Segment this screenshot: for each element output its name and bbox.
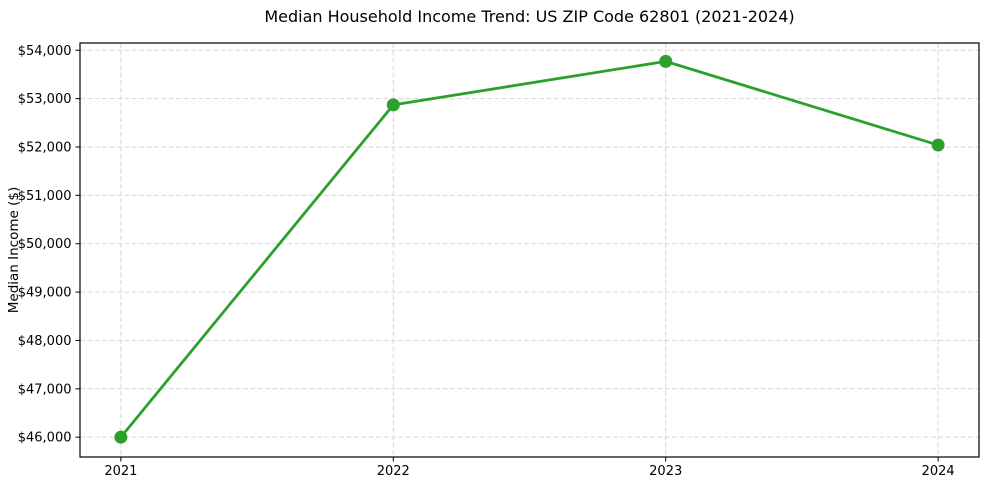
x-tick-label: 2023 [649, 464, 682, 479]
x-tick-label: 2024 [922, 464, 955, 479]
y-tick-label: $46,000 [18, 431, 72, 446]
chart-title: Median Household Income Trend: US ZIP Co… [264, 7, 795, 26]
y-tick-label: $49,000 [18, 286, 72, 301]
y-tick-label: $53,000 [18, 92, 72, 107]
data-point-marker [659, 54, 673, 68]
data-point-marker [931, 138, 945, 152]
data-point-marker [114, 430, 128, 444]
x-tick-label: 2022 [377, 464, 410, 479]
y-tick-label: $48,000 [18, 334, 72, 349]
y-tick-label: $54,000 [18, 44, 72, 59]
plot-border [79, 42, 980, 458]
x-tick-label: 2021 [104, 464, 137, 479]
data-point-marker [386, 98, 400, 112]
trend-line [119, 59, 940, 439]
y-tick-label: $51,000 [18, 189, 72, 204]
y-tick-label: $50,000 [18, 237, 72, 252]
y-tick-label: $47,000 [18, 382, 72, 397]
y-tick-label: $52,000 [18, 140, 72, 155]
